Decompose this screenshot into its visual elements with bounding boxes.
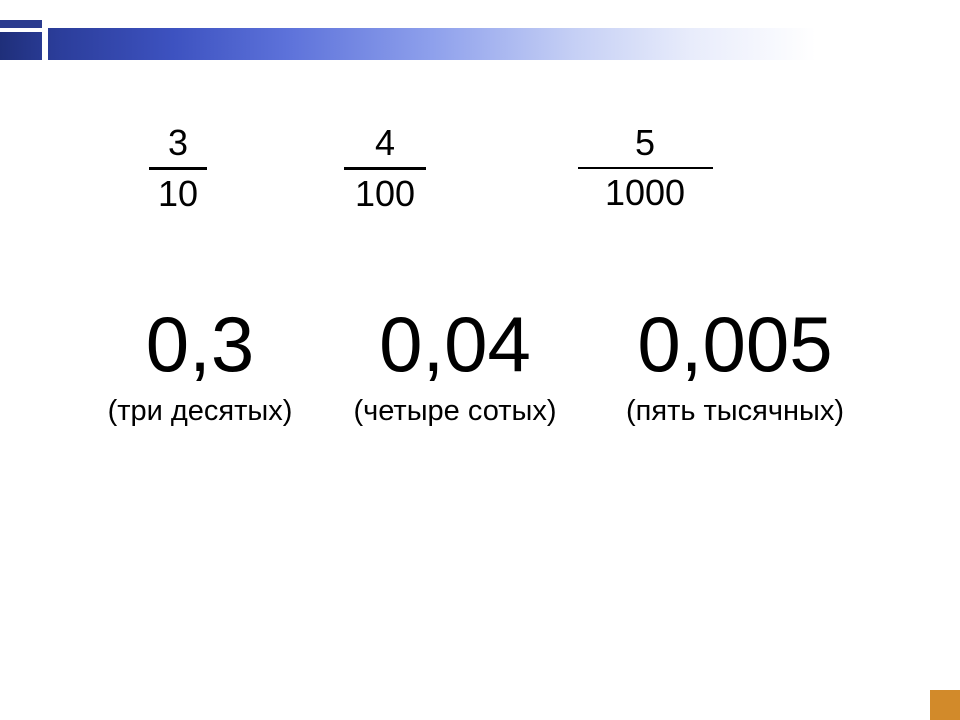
header-left-gap <box>42 28 48 60</box>
header-bar <box>0 0 960 60</box>
decimal-caption: (пять тысячных) <box>590 397 880 426</box>
fraction-numerator: 3 <box>138 125 218 161</box>
fraction-5-over-1000: 5 1000 <box>565 125 725 211</box>
fraction-bar <box>578 167 713 169</box>
decimal-value: 0,3 <box>85 305 315 383</box>
header-left-stub <box>0 20 42 28</box>
fraction-4-over-100: 4 100 <box>330 125 440 212</box>
decimal-block-3: 0,005 (пять тысячных) <box>590 305 880 426</box>
fraction-denominator: 10 <box>138 176 218 212</box>
header-gradient <box>0 28 960 60</box>
decimal-value: 0,005 <box>590 305 880 383</box>
fraction-3-over-10: 3 10 <box>138 125 218 212</box>
decimal-block-1: 0,3 (три десятых) <box>85 305 315 426</box>
fraction-numerator: 4 <box>330 125 440 161</box>
fraction-denominator: 100 <box>330 176 440 212</box>
fraction-bar <box>149 167 207 170</box>
corner-square-icon <box>930 690 960 720</box>
fractions-row: 3 10 4 100 5 1000 <box>0 125 960 245</box>
decimal-caption: (четыре сотых) <box>330 397 580 426</box>
decimal-block-2: 0,04 (четыре сотых) <box>330 305 580 426</box>
fraction-bar <box>344 167 426 170</box>
header-stub-divider <box>0 28 42 32</box>
decimal-value: 0,04 <box>330 305 580 383</box>
fraction-numerator: 5 <box>565 125 725 161</box>
decimal-caption: (три десятых) <box>85 397 315 426</box>
fraction-denominator: 1000 <box>565 175 725 211</box>
header-top-white <box>0 0 960 28</box>
